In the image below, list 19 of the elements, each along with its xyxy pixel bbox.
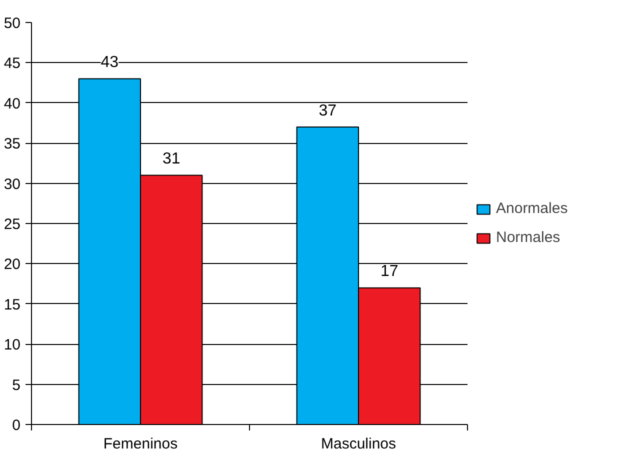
y-tick-label: 50 [4,15,21,32]
y-tick-label: 5 [12,376,20,394]
y-tick-label: 15 [4,296,21,314]
data-label: 31 [162,150,180,168]
x-tick-label: Masculinos [320,436,396,452]
data-label: 37 [318,102,337,120]
y-tick-label: 45 [4,55,21,72]
data-label: 43 [100,54,119,72]
legend-label: Anormales [496,200,568,217]
y-tick-label: 35 [4,136,21,153]
y-tick-label: 10 [4,336,21,354]
data-label: 17 [380,263,398,280]
y-tick-label: 25 [4,216,21,233]
legend-label: Normales [496,229,560,246]
y-tick-label: 40 [4,95,21,112]
y-tick-label: 30 [4,176,21,193]
y-tick-label: 20 [4,256,21,274]
x-tick-label: Femeninos [103,436,178,452]
y-tick-label: 0 [12,417,20,434]
